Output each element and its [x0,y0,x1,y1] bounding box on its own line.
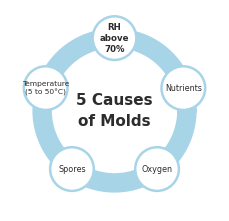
Circle shape [93,16,136,60]
Text: 5 Causes
of Molds: 5 Causes of Molds [76,93,153,128]
Text: Oxygen: Oxygen [142,165,172,173]
Text: RH
above
70%: RH above 70% [100,23,129,54]
Circle shape [24,66,68,110]
Text: Temperature
(5 to 50°C): Temperature (5 to 50°C) [22,81,69,96]
Circle shape [50,147,94,191]
Circle shape [135,147,179,191]
Circle shape [161,66,205,110]
Text: Spores: Spores [58,165,86,173]
Text: Nutrients: Nutrients [165,84,202,93]
